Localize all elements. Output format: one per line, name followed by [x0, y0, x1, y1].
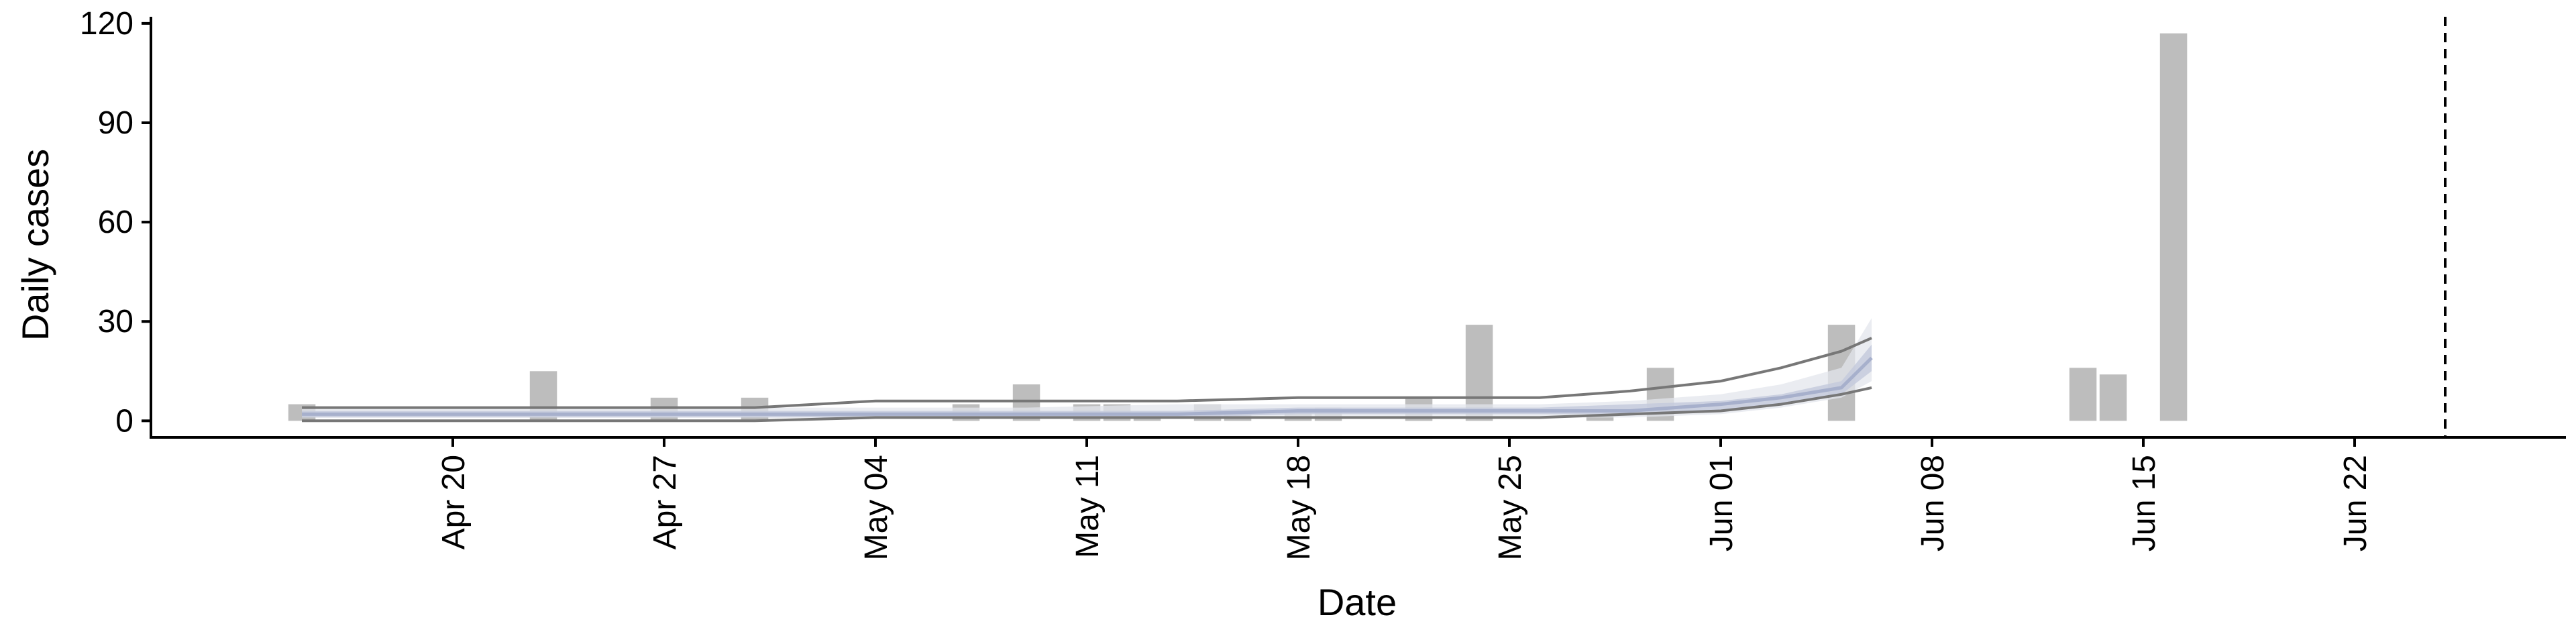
- x-axis-title: Date: [1318, 581, 1397, 623]
- x-tick-label: Apr 20: [436, 455, 472, 549]
- x-tick-label: May 25: [1493, 455, 1528, 560]
- x-tick-label: Jun 08: [1915, 455, 1951, 551]
- x-tick-label: May 18: [1281, 455, 1317, 560]
- y-tick-label: 120: [80, 6, 133, 42]
- axes: 0 30 60 90 120 Apr 20 Apr 27 May 04 May 11 May 18…: [80, 6, 2566, 560]
- y-tick-label: 30: [98, 304, 133, 339]
- estimate-lines: [302, 337, 1873, 423]
- y-tick-label: 60: [98, 205, 133, 240]
- x-tick-label: May 11: [1070, 455, 1106, 558]
- y-tick-label: 90: [98, 105, 133, 141]
- y-tick-label: 0: [115, 403, 133, 439]
- x-tick-label: Jun 15: [2127, 455, 2162, 551]
- bar: [2159, 33, 2188, 421]
- x-tick-label: Apr 27: [647, 455, 683, 549]
- bar: [2069, 368, 2097, 421]
- x-tick-label: Jun 22: [2338, 455, 2373, 551]
- upper-range-line: [302, 337, 1872, 409]
- median-line: [302, 356, 1873, 416]
- y-axis-title: Daily cases: [14, 149, 56, 341]
- x-tick-label: Jun 01: [1704, 455, 1739, 551]
- bar: [2099, 374, 2127, 421]
- bars-layer: [288, 33, 2188, 421]
- x-tick-label: May 04: [859, 455, 894, 560]
- lower-range-line: [302, 386, 1872, 423]
